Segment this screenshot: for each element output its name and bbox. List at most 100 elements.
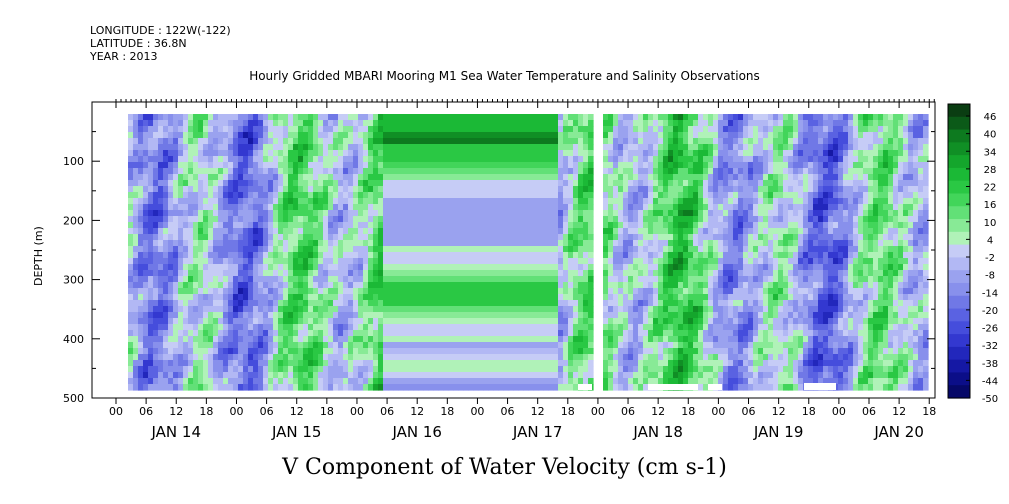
- heatmap-cell: [233, 132, 239, 139]
- heatmap-cell: [418, 162, 424, 169]
- heatmap-cell: [133, 240, 139, 247]
- heatmap-cell: [623, 120, 629, 127]
- heatmap-cell: [468, 360, 474, 367]
- heatmap-cell: [618, 258, 624, 265]
- heatmap-cell: [313, 246, 319, 253]
- heatmap-cell: [533, 270, 539, 277]
- heatmap-cell: [578, 120, 584, 127]
- heatmap-cell: [318, 354, 324, 361]
- heatmap-cell: [383, 252, 389, 259]
- heatmap-cell: [303, 354, 309, 361]
- heatmap-cell: [633, 360, 639, 367]
- heatmap-cell: [613, 204, 619, 211]
- heatmap-cell: [243, 126, 249, 133]
- heatmap-cell: [668, 120, 674, 127]
- heatmap-cell: [218, 378, 224, 385]
- heatmap-cell: [433, 354, 439, 361]
- heatmap-cell: [573, 366, 579, 373]
- heatmap-cell: [418, 342, 424, 349]
- heatmap-cell: [238, 282, 244, 289]
- heatmap-cell: [313, 228, 319, 235]
- heatmap-cell: [278, 162, 284, 169]
- heatmap-cell: [353, 288, 359, 295]
- heatmap-cell: [228, 246, 234, 253]
- heatmap-cell: [238, 306, 244, 313]
- heatmap-cell: [168, 234, 174, 241]
- heatmap-cell: [258, 378, 264, 385]
- heatmap-cell: [523, 126, 529, 133]
- heatmap-cell: [503, 234, 509, 241]
- heatmap-cell: [203, 192, 209, 199]
- heatmap-cell: [288, 336, 294, 343]
- heatmap-cell: [253, 168, 259, 175]
- heatmap-cell: [503, 342, 509, 349]
- heatmap-cell: [418, 378, 424, 385]
- heatmap-cell: [363, 162, 369, 169]
- heatmap-cell: [128, 312, 134, 319]
- heatmap-cell: [498, 114, 504, 121]
- heatmap-cell: [573, 342, 579, 349]
- heatmap-cell: [473, 138, 479, 145]
- heatmap-cell: [643, 294, 649, 301]
- heatmap-cell: [603, 156, 609, 163]
- heatmap-cell: [373, 378, 379, 385]
- heatmap-cell: [608, 186, 614, 193]
- heatmap-cell: [578, 276, 584, 283]
- heatmap-cell: [663, 270, 669, 277]
- heatmap-cell: [618, 168, 624, 175]
- heatmap-cell: [318, 282, 324, 289]
- heatmap-cell: [323, 132, 329, 139]
- heatmap-cell: [503, 228, 509, 235]
- heatmap-cell: [133, 246, 139, 253]
- heatmap-cell: [538, 174, 544, 181]
- heatmap-cell: [348, 216, 354, 223]
- heatmap-cell: [668, 294, 674, 301]
- heatmap-cell: [218, 294, 224, 301]
- heatmap-cell: [128, 240, 134, 247]
- heatmap-cell: [623, 372, 629, 379]
- heatmap-cell: [378, 300, 384, 307]
- heatmap-cell: [183, 318, 189, 325]
- heatmap-cell: [663, 294, 669, 301]
- heatmap-cell: [343, 216, 349, 223]
- heatmap-cell: [483, 336, 489, 343]
- heatmap-cell: [308, 378, 314, 385]
- heatmap-cell: [243, 222, 249, 229]
- heatmap-cell: [663, 120, 669, 127]
- heatmap-cell: [343, 342, 349, 349]
- heatmap-cell: [478, 252, 484, 259]
- heatmap-cell: [308, 192, 314, 199]
- heatmap-cell: [338, 324, 344, 331]
- heatmap-cell: [678, 144, 684, 151]
- heatmap-cell: [273, 264, 279, 271]
- heatmap-cell: [213, 330, 219, 337]
- heatmap-cell: [448, 180, 454, 187]
- heatmap-cell: [263, 372, 269, 379]
- heatmap-cell: [648, 186, 654, 193]
- heatmap-cell: [648, 228, 654, 235]
- heatmap-cell: [258, 354, 264, 361]
- heatmap-cell: [608, 258, 614, 265]
- heatmap-cell: [648, 138, 654, 145]
- heatmap-cell: [488, 210, 494, 217]
- heatmap-cell: [603, 288, 609, 295]
- heatmap-cell: [378, 150, 384, 157]
- heatmap-cell: [578, 144, 584, 151]
- heatmap-cell: [383, 270, 389, 277]
- heatmap-cell: [148, 246, 154, 253]
- heatmap-cell: [543, 144, 549, 151]
- heatmap-cell: [508, 216, 514, 223]
- heatmap-cell: [533, 312, 539, 319]
- heatmap-cell: [398, 366, 404, 373]
- heatmap-cell: [588, 234, 594, 241]
- heatmap-cell: [443, 318, 449, 325]
- heatmap-cell: [293, 216, 299, 223]
- heatmap-cell: [628, 258, 634, 265]
- heatmap-cell: [388, 192, 394, 199]
- heatmap-cell: [218, 312, 224, 319]
- heatmap-cell: [528, 336, 534, 343]
- heatmap-cell: [498, 210, 504, 217]
- heatmap-cell: [488, 312, 494, 319]
- heatmap-cell: [163, 372, 169, 379]
- heatmap-cell: [428, 144, 434, 151]
